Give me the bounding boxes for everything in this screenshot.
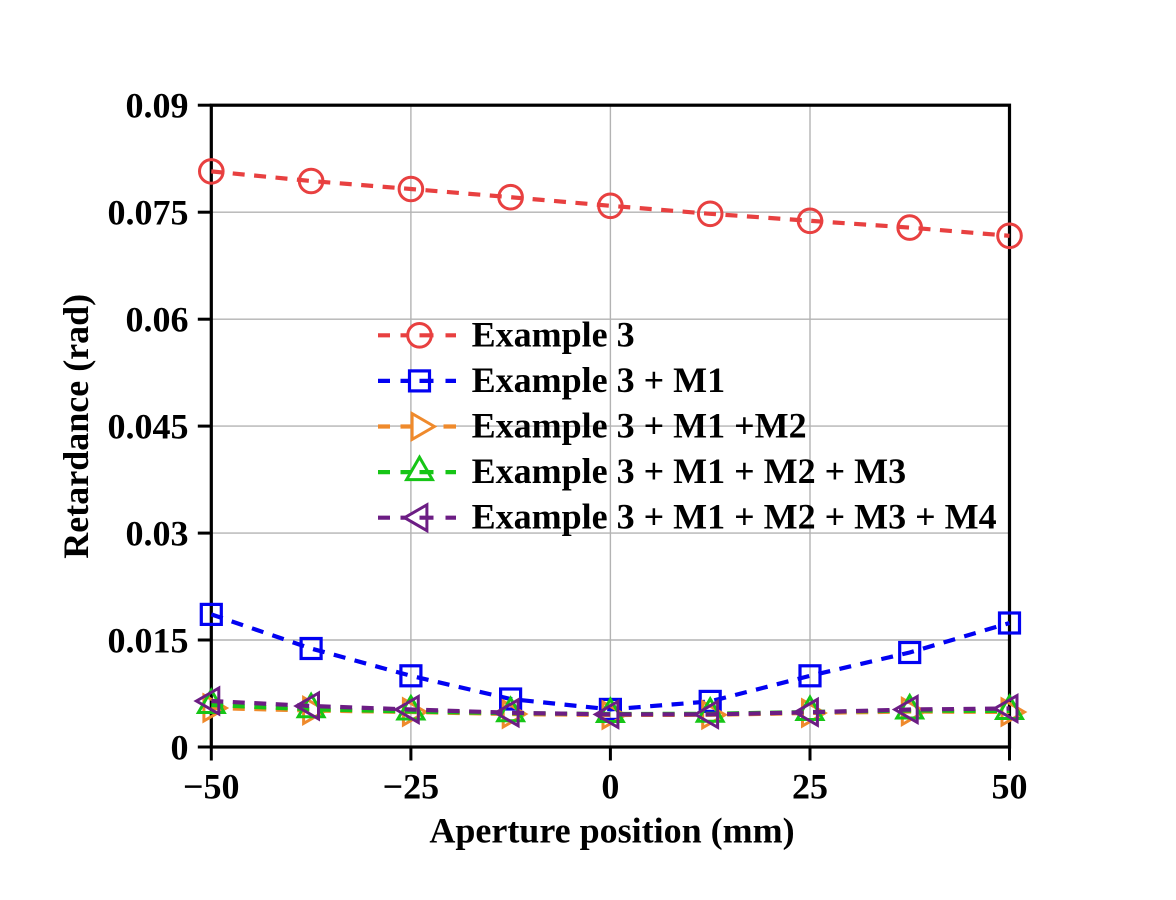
svg-text:0: 0 — [601, 766, 619, 806]
svg-text:25: 25 — [792, 766, 828, 806]
svg-text:Example 3 + M1 +M2: Example 3 + M1 +M2 — [472, 406, 807, 446]
svg-text:0.09: 0.09 — [126, 86, 189, 126]
svg-text:0.03: 0.03 — [126, 513, 189, 553]
svg-text:Example 3 + M1 + M2 + M3 + M4: Example 3 + M1 + M2 + M3 + M4 — [472, 497, 997, 537]
svg-text:0.015: 0.015 — [108, 620, 189, 660]
svg-text:−50: −50 — [183, 766, 240, 806]
svg-text:−25: −25 — [383, 766, 440, 806]
svg-text:Example 3: Example 3 — [472, 314, 635, 354]
svg-text:Retardance (rad): Retardance (rad) — [56, 294, 96, 559]
svg-text:0: 0 — [171, 727, 189, 767]
svg-text:Aperture position (mm): Aperture position (mm) — [429, 811, 794, 851]
svg-text:0.075: 0.075 — [108, 193, 189, 233]
svg-text:0.045: 0.045 — [108, 406, 189, 446]
svg-text:Example 3 + M1 + M2 + M3: Example 3 + M1 + M2 + M3 — [472, 451, 906, 491]
svg-text:0.06: 0.06 — [126, 300, 189, 340]
svg-text:50: 50 — [992, 766, 1028, 806]
svg-text:Example 3 + M1: Example 3 + M1 — [472, 360, 725, 400]
